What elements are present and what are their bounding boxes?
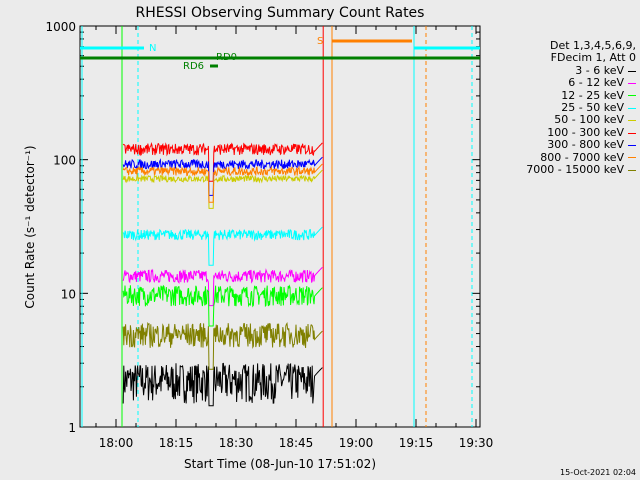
x-tick-label: 19:15 xyxy=(399,436,434,450)
legend-entry-label: 6 - 12 keV xyxy=(568,76,624,90)
series-line xyxy=(122,226,323,266)
legend-entry-label: 50 - 100 keV xyxy=(554,113,624,127)
timestamp: 15-Oct-2021 02:04 xyxy=(560,468,636,477)
legend-entry-label: 100 - 300 keV xyxy=(547,125,624,139)
legend-swatch xyxy=(628,169,636,171)
legend-entry-label: 7000 - 15000 keV xyxy=(526,163,624,177)
legend-entry: 6 - 12 keV xyxy=(476,76,636,90)
plot-frame xyxy=(79,25,481,428)
y-tick-label: 10 xyxy=(61,287,76,301)
legend-entry: 7000 - 15000 keV xyxy=(476,163,636,177)
legend-entry: 300 - 800 keV xyxy=(476,138,636,152)
legend-swatch xyxy=(628,144,636,146)
rd0-label: RD0 xyxy=(216,52,237,63)
series-line xyxy=(122,321,323,370)
legend-entry-label: 25 - 50 keV xyxy=(561,101,624,115)
y-tick-label: 1000 xyxy=(45,20,76,34)
y-tick-label: 100 xyxy=(53,154,76,168)
legend-entry: 12 - 25 keV xyxy=(476,88,636,102)
x-axis-label: Start Time (08-Jun-10 17:51:02) xyxy=(184,457,376,471)
saa-label: S xyxy=(317,36,323,47)
legend-swatch xyxy=(628,95,636,97)
x-tick-label: 19:00 xyxy=(339,436,374,450)
y-axis-label: Count Rate (s⁻¹ detector⁻¹) xyxy=(23,145,37,308)
legend-header-line-2: FDecim 1, Att 0 xyxy=(550,51,636,65)
legend-entry-label: 3 - 6 keV xyxy=(575,63,624,77)
x-tick-label: 18:30 xyxy=(219,436,254,450)
legend-swatch xyxy=(628,70,636,72)
series-line xyxy=(122,156,323,196)
legend-swatch xyxy=(628,82,636,84)
series-line xyxy=(122,266,323,307)
legend-entry: 25 - 50 keV xyxy=(476,101,636,115)
legend-swatch xyxy=(628,132,636,134)
x-tick-label: 19:30 xyxy=(459,436,494,450)
series-line xyxy=(122,284,323,327)
legend-entry-label: 800 - 7000 keV xyxy=(540,150,624,164)
legend-entry: 100 - 300 keV xyxy=(476,125,636,139)
x-tick-label: 18:00 xyxy=(99,436,134,450)
legend-swatch xyxy=(628,107,636,109)
series-line xyxy=(122,362,323,407)
series-line xyxy=(122,142,323,182)
legend: Det 1,3,4,5,6,9, FDecim 1, Att 0 3 - 6 k… xyxy=(476,39,636,177)
legend-entry-label: 12 - 25 keV xyxy=(561,88,624,102)
y-tick-label: 1 xyxy=(68,421,76,435)
series-line xyxy=(122,169,323,209)
x-tick-label: 18:15 xyxy=(159,436,194,450)
night-label: N xyxy=(149,43,156,54)
legend-entry: 50 - 100 keV xyxy=(476,114,636,126)
legend-swatch xyxy=(628,157,636,159)
x-tick-label: 18:45 xyxy=(279,436,314,450)
legend-entry: 3 - 6 keV xyxy=(476,63,636,77)
legend-header-line-1: Det 1,3,4,5,6,9, xyxy=(549,39,636,52)
chart-title: RHESSI Observing Summary Count Rates xyxy=(136,5,425,21)
legend-swatch xyxy=(628,120,636,122)
series-line xyxy=(122,163,323,203)
legend-entry-label: 300 - 800 keV xyxy=(547,138,624,152)
rd6-label: RD6 xyxy=(183,61,204,72)
legend-entry: 800 - 7000 keV xyxy=(476,150,636,164)
